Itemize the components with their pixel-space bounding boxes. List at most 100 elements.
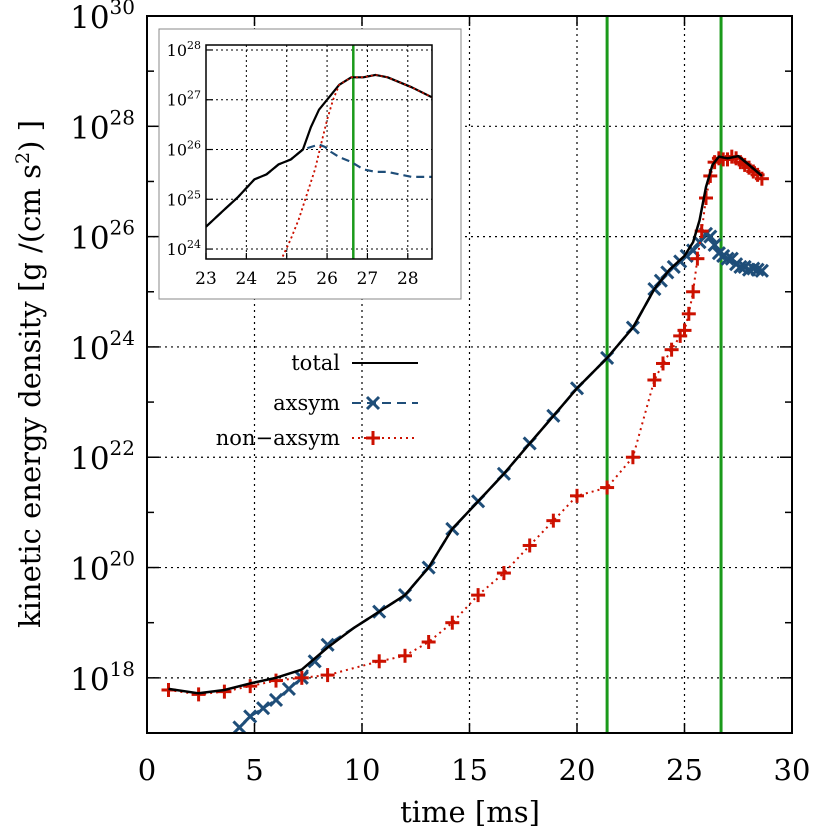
data-point-axsym [707,237,722,252]
data-point-axsym [320,637,335,652]
inset-y-tick-label: 1025 [167,188,201,209]
x-tick-label: 0 [138,753,156,787]
data-point-axsym [307,654,322,669]
x-marker-stroke [281,681,296,696]
y-tick-base: 10 [70,662,109,698]
y-tick-exponent: 26 [110,216,135,240]
x-marker-stroke [703,229,718,244]
data-point-axsym [256,701,271,716]
data-point-nonaxsym [243,679,258,694]
inset-y-tick-base: 10 [167,41,187,60]
y-tick-exponent: 20 [110,547,135,571]
legend-label-axsym: axsym [273,391,340,415]
inset-y-tick-base: 10 [167,91,187,110]
y-axis-label-sup: 2 [12,152,34,164]
legend-marker-nonaxsym [366,431,380,445]
inset-x-tick-label: 28 [397,269,419,289]
x-marker-stroke [733,259,748,275]
inset-y-tick-label: 1024 [167,238,201,259]
inset-grid [206,45,432,259]
x-marker-stroke [232,720,247,733]
inset-y-tick-base: 10 [167,141,187,160]
legend-marker-axsym [365,395,381,411]
data-point-nonaxsym [681,306,696,321]
y-tick-label: 1030 [70,0,135,36]
y-tick-label: 1020 [70,547,135,588]
data-point-nonaxsym [677,323,692,338]
y-tick-base: 10 [70,110,109,146]
data-point-nonaxsym [686,284,701,299]
data-point-axsym [243,709,258,724]
data-point-nonaxsym [522,538,537,553]
x-marker-stroke [707,237,722,252]
inset-y-tick-exponent: 27 [187,89,201,102]
y-tick-label: 1018 [70,657,135,698]
x-axis-label: time [ms] [400,795,540,829]
inset-y-tick-base: 10 [167,190,187,209]
inset-x-tick-label: 25 [276,269,298,289]
inset-background [158,28,462,300]
data-point-nonaxsym [471,588,486,603]
data-point-nonaxsym [269,673,283,688]
x-tick-label: 15 [451,753,488,787]
y-tick-exponent: 28 [110,105,135,129]
x-marker-stroke [320,637,335,652]
data-point-nonaxsym [690,251,705,266]
x-marker-stroke [754,263,769,278]
data-point-nonaxsym [445,615,460,630]
y-tick-base: 10 [70,221,109,257]
inset-x-tick-label: 23 [195,269,217,289]
inset-frame [205,44,433,260]
inset-x-tick-label: 26 [316,269,338,289]
data-point-nonaxsym [398,648,412,663]
series-line-total [168,154,763,695]
legend: total axsym non−axsym [216,351,418,450]
data-point-nonaxsym [294,670,309,685]
x-tick-label: 20 [559,753,596,787]
inset-x-tick-label: 27 [357,269,379,289]
x-tick-label: 5 [245,753,263,787]
x-marker-stroke [268,692,284,707]
data-point-nonaxsym [421,634,436,649]
y-tick-exponent: 30 [110,0,135,19]
legend-label-total: total [291,351,340,375]
x-marker-stroke [750,262,765,277]
y-axis-label-main: kinetic energy density [g /(cm s [13,164,47,628]
y-tick-exponent: 22 [110,436,135,460]
y-tick-exponent: 24 [110,326,135,350]
data-point-axsym [232,720,247,733]
y-tick-label: 1026 [70,216,135,257]
x-tick-label: 25 [666,753,703,787]
y-tick-label: 1028 [70,105,135,146]
data-point-axsym [733,259,748,275]
x-tick-label: 30 [774,753,811,787]
data-point-axsym [754,263,769,278]
x-marker-stroke [307,654,322,669]
legend-label-nonaxsym: non−axsym [216,426,340,450]
data-point-axsym [703,229,718,244]
data-point-axsym [750,262,765,277]
y-tick-base: 10 [70,0,109,36]
series-layer [161,149,769,733]
y-axis-label-tail: ) ] [13,120,47,152]
y-axis-label: kinetic energy density [g /(cm s2) ] [12,120,47,628]
data-point-nonaxsym [664,342,679,357]
inset-y-tick-exponent: 28 [187,39,201,52]
data-point-nonaxsym [570,488,584,503]
data-point-nonaxsym [600,480,615,495]
y-tick-label: 1022 [70,436,135,477]
x-tick-label: 10 [344,753,381,787]
inset-x-tick-label: 24 [236,269,258,289]
vertical-markers [605,16,723,733]
y-tick-exponent: 18 [110,657,135,681]
x-marker-stroke [243,709,258,724]
inset-y-tick-base: 10 [167,240,187,259]
data-point-nonaxsym [546,513,561,528]
inset-series-layer [206,45,432,259]
x-marker-stroke [720,251,735,266]
data-point-nonaxsym [320,668,335,683]
inset-y-tick-label: 1027 [167,89,201,110]
